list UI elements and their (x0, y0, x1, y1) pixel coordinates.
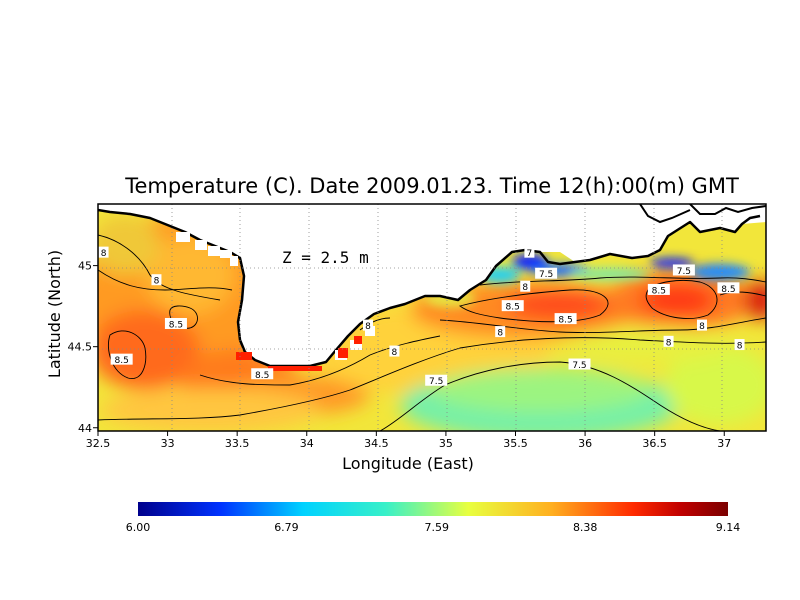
contour-label: 8 (699, 322, 705, 332)
y-axis-label: Latitude (North) (45, 250, 64, 378)
y-tick-label: 44.5 (68, 341, 93, 354)
contour-label-bg (524, 246, 535, 258)
x-tick-label: 33.5 (225, 437, 250, 450)
colorbar-label: 9.14 (716, 521, 741, 534)
contour-label-bg (535, 267, 558, 279)
contour-label-bg (696, 319, 707, 331)
contour-label: 8.5 (114, 356, 128, 366)
plot-frame (97, 203, 767, 432)
x-tick-label: 36.5 (642, 437, 667, 450)
x-axis-ticks: 32.5 33 33.5 34 34.5 35 35.5 36 36.5 37 (86, 431, 731, 450)
contour-label-bg (663, 335, 674, 347)
y-tick-label: 45 (78, 260, 92, 273)
contour-label: 7.5 (429, 377, 443, 387)
red-coastal-edge (236, 336, 362, 371)
contour-label: 8 (365, 322, 371, 332)
x-tick-label: 36 (578, 437, 592, 450)
grid-lines (98, 204, 766, 431)
colorbar-label: 8.38 (573, 521, 598, 534)
contour-label: 8 (666, 338, 672, 348)
x-tick-label: 35.5 (503, 437, 528, 450)
contour-label: 7 (527, 249, 533, 259)
contour-label: 8 (154, 277, 160, 287)
contour-label: 7.5 (572, 361, 586, 371)
coastline-north (639, 204, 691, 224)
contour-label-bg (717, 282, 740, 294)
colorbar-labels: 6.00 6.79 7.59 8.38 9.14 (126, 521, 741, 534)
contour-label: 8 (522, 283, 528, 293)
contour-label: 8 (101, 249, 107, 259)
contour-label-bg (647, 283, 670, 295)
x-tick-label: 34.5 (364, 437, 389, 450)
contour-label-bg (568, 358, 591, 370)
contour-label: 8.5 (652, 286, 666, 296)
colorbar (138, 502, 728, 516)
contour-labels: 888.58.58.58877.588.58.587.57.58.57.58.5… (98, 246, 745, 387)
contour-label-bg (251, 368, 274, 380)
contour-label-bg (151, 274, 162, 286)
chart-title: Temperature (C). Date 2009.01.23. Time 1… (124, 174, 739, 198)
contour-label: 8.5 (506, 303, 520, 313)
contour-label: 8.5 (255, 371, 269, 381)
land-crimea (98, 204, 766, 366)
contour-label-bg (734, 339, 745, 351)
contour-label: 8 (737, 342, 743, 352)
depth-label: Z = 2.5 m (282, 248, 369, 267)
colorbar-label: 7.59 (425, 521, 450, 534)
contour-label-bg (389, 345, 400, 357)
contour-label: 8 (392, 348, 398, 358)
contour-lines (98, 234, 766, 431)
x-axis-label: Longitude (East) (342, 454, 474, 473)
x-tick-label: 32.5 (86, 437, 111, 450)
colorbar-label: 6.00 (126, 521, 151, 534)
contour-label-bg (554, 313, 577, 325)
y-tick-label: 44 (78, 422, 92, 435)
contour-label: 8.5 (721, 285, 735, 295)
contour-label-bg (501, 300, 524, 312)
colorbar-label: 6.79 (274, 521, 299, 534)
contour-label-bg (110, 353, 133, 365)
contour-label-bg (425, 374, 448, 386)
contour-label-bg (98, 246, 109, 258)
x-tick-label: 35 (439, 437, 453, 450)
contour-label-bg (362, 319, 373, 331)
contour-label: 8.5 (558, 316, 572, 326)
land-caucasus (680, 204, 766, 220)
contour-label: 8 (497, 329, 503, 339)
temperature-field: 888.58.58.58877.588.58.587.57.58.57.58.5… (98, 204, 766, 431)
contour-label: 8.5 (169, 320, 183, 330)
y-axis-ticks: 44 44.5 45 (68, 260, 98, 435)
coastline-caucasus (689, 204, 766, 215)
x-tick-label: 34 (300, 437, 314, 450)
contour-label-bg (495, 326, 506, 338)
contour-label-bg (520, 280, 531, 292)
contour-label-bg (164, 317, 187, 329)
contour-label-bg (672, 264, 695, 276)
contour-label: 7.5 (539, 270, 553, 280)
contour-label: 7.5 (677, 267, 691, 277)
x-tick-label: 37 (717, 437, 731, 450)
coastline (98, 208, 761, 368)
x-tick-label: 33 (161, 437, 175, 450)
